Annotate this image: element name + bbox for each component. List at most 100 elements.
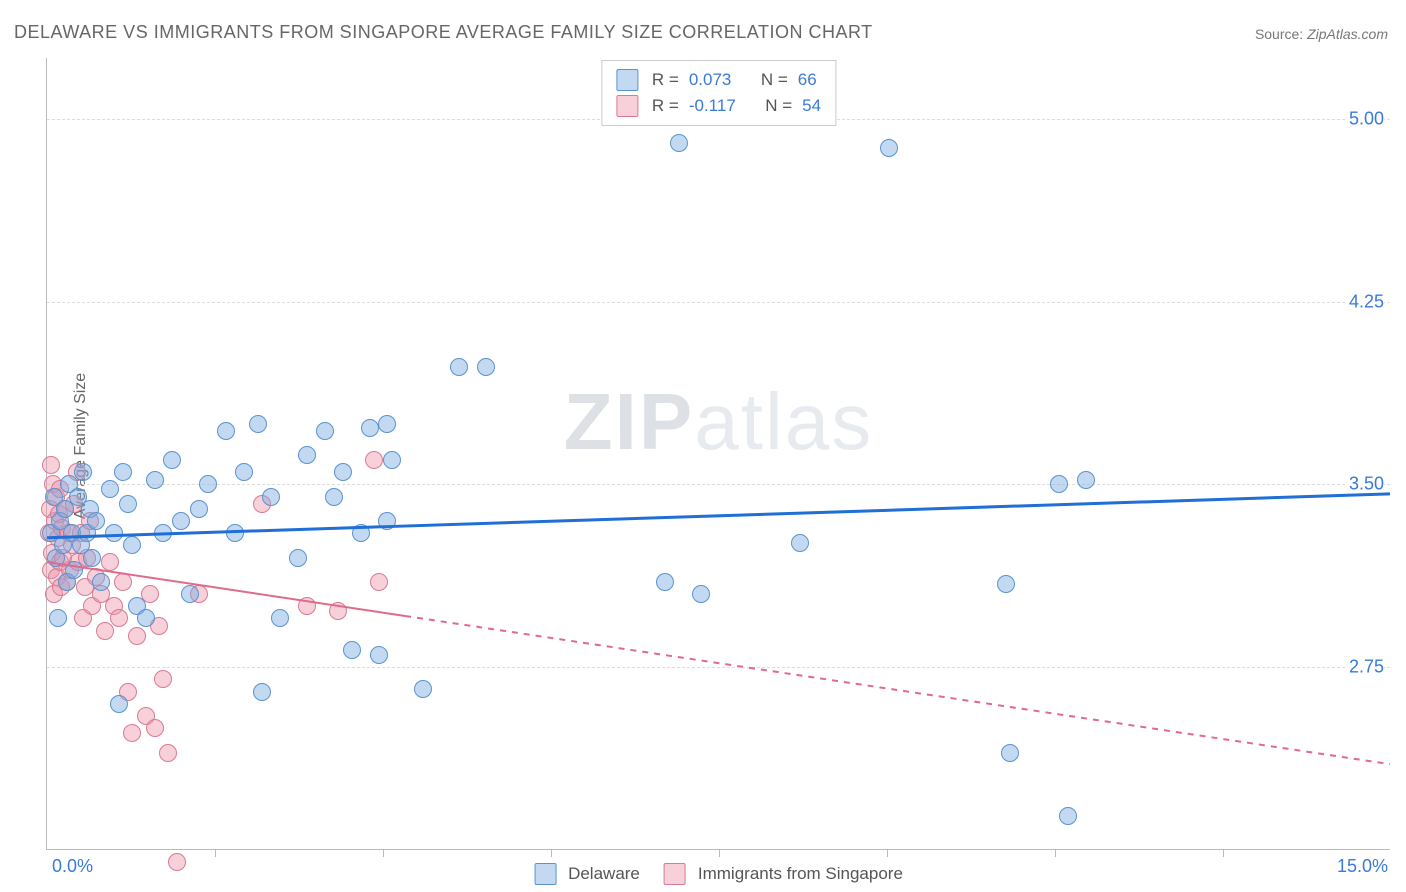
chart-area: ZIPatlas 2.753.504.255.00 R = 0.073 N = … bbox=[46, 58, 1390, 850]
delaware-point bbox=[199, 475, 217, 493]
delaware-point bbox=[997, 575, 1015, 593]
r-label: R = bbox=[652, 93, 679, 119]
y-tick-label: 3.50 bbox=[1345, 474, 1384, 495]
singapore-point bbox=[114, 573, 132, 591]
singapore-point bbox=[159, 744, 177, 762]
delaware-point bbox=[383, 451, 401, 469]
x-axis-max-label: 15.0% bbox=[1337, 856, 1388, 877]
delaware-r-value: 0.073 bbox=[689, 67, 732, 93]
delaware-point bbox=[670, 134, 688, 152]
legend-item-delaware: Delaware bbox=[534, 863, 640, 885]
delaware-point bbox=[226, 524, 244, 542]
delaware-point bbox=[1059, 807, 1077, 825]
x-tick bbox=[719, 849, 720, 857]
n-label: N = bbox=[761, 67, 788, 93]
delaware-point bbox=[235, 463, 253, 481]
singapore-n-value: 54 bbox=[802, 93, 821, 119]
source-label: Source: ZipAtlas.com bbox=[1255, 26, 1388, 42]
plot-canvas: 2.753.504.255.00 bbox=[47, 58, 1390, 849]
delaware-point bbox=[190, 500, 208, 518]
x-tick bbox=[383, 849, 384, 857]
singapore-point bbox=[128, 627, 146, 645]
delaware-point bbox=[298, 446, 316, 464]
delaware-point bbox=[253, 683, 271, 701]
delaware-label: Delaware bbox=[568, 864, 640, 884]
delaware-n-value: 66 bbox=[798, 67, 817, 93]
n-label: N = bbox=[765, 93, 792, 119]
delaware-point bbox=[1077, 471, 1095, 489]
r-label: R = bbox=[652, 67, 679, 93]
delaware-point bbox=[217, 422, 235, 440]
delaware-point bbox=[114, 463, 132, 481]
delaware-point bbox=[361, 419, 379, 437]
delaware-point bbox=[271, 609, 289, 627]
singapore-point bbox=[370, 573, 388, 591]
delaware-point bbox=[325, 488, 343, 506]
singapore-point bbox=[329, 602, 347, 620]
delaware-point bbox=[692, 585, 710, 603]
delaware-point bbox=[343, 641, 361, 659]
x-tick bbox=[215, 849, 216, 857]
delaware-point bbox=[105, 524, 123, 542]
singapore-point bbox=[146, 719, 164, 737]
x-tick bbox=[887, 849, 888, 857]
x-tick bbox=[551, 849, 552, 857]
legend-item-singapore: Immigrants from Singapore bbox=[664, 863, 903, 885]
delaware-point bbox=[791, 534, 809, 552]
singapore-point bbox=[298, 597, 316, 615]
delaware-point bbox=[262, 488, 280, 506]
singapore-label: Immigrants from Singapore bbox=[698, 864, 903, 884]
delaware-point bbox=[656, 573, 674, 591]
delaware-point bbox=[49, 609, 67, 627]
singapore-point bbox=[96, 622, 114, 640]
delaware-point bbox=[65, 561, 83, 579]
delaware-point bbox=[110, 695, 128, 713]
delaware-swatch-icon bbox=[534, 863, 556, 885]
y-tick-label: 4.25 bbox=[1345, 291, 1384, 312]
singapore-point bbox=[101, 553, 119, 571]
delaware-point bbox=[477, 358, 495, 376]
singapore-point bbox=[110, 609, 128, 627]
delaware-point bbox=[154, 524, 172, 542]
singapore-swatch bbox=[616, 95, 638, 117]
delaware-point bbox=[1001, 744, 1019, 762]
correlation-legend: R = 0.073 N = 66 R = -0.117 N = 54 bbox=[601, 60, 836, 126]
y-tick-label: 5.00 bbox=[1345, 108, 1384, 129]
x-axis-min-label: 0.0% bbox=[52, 856, 93, 877]
delaware-point bbox=[119, 495, 137, 513]
delaware-point bbox=[83, 549, 101, 567]
singapore-point bbox=[365, 451, 383, 469]
source-name: ZipAtlas.com bbox=[1307, 26, 1388, 42]
delaware-point bbox=[249, 415, 267, 433]
delaware-point bbox=[87, 512, 105, 530]
delaware-point bbox=[137, 609, 155, 627]
delaware-point bbox=[880, 139, 898, 157]
x-tick bbox=[1223, 849, 1224, 857]
delaware-point bbox=[378, 415, 396, 433]
delaware-point bbox=[74, 463, 92, 481]
singapore-r-value: -0.117 bbox=[689, 93, 736, 119]
delaware-point bbox=[450, 358, 468, 376]
delaware-point bbox=[378, 512, 396, 530]
source-prefix: Source: bbox=[1255, 26, 1307, 42]
delaware-point bbox=[352, 524, 370, 542]
singapore-point bbox=[42, 456, 60, 474]
correlation-row-delaware: R = 0.073 N = 66 bbox=[616, 67, 821, 93]
delaware-point bbox=[1050, 475, 1068, 493]
delaware-point bbox=[163, 451, 181, 469]
singapore-point bbox=[123, 724, 141, 742]
x-tick bbox=[1055, 849, 1056, 857]
delaware-point bbox=[334, 463, 352, 481]
delaware-swatch bbox=[616, 69, 638, 91]
delaware-point bbox=[172, 512, 190, 530]
gridline bbox=[47, 302, 1390, 303]
chart-title: DELAWARE VS IMMIGRANTS FROM SINGAPORE AV… bbox=[14, 22, 873, 43]
singapore-point bbox=[154, 670, 172, 688]
delaware-point bbox=[146, 471, 164, 489]
delaware-point bbox=[370, 646, 388, 664]
delaware-point bbox=[316, 422, 334, 440]
delaware-point bbox=[123, 536, 141, 554]
gridline bbox=[47, 484, 1390, 485]
delaware-point bbox=[414, 680, 432, 698]
correlation-row-singapore: R = -0.117 N = 54 bbox=[616, 93, 821, 119]
